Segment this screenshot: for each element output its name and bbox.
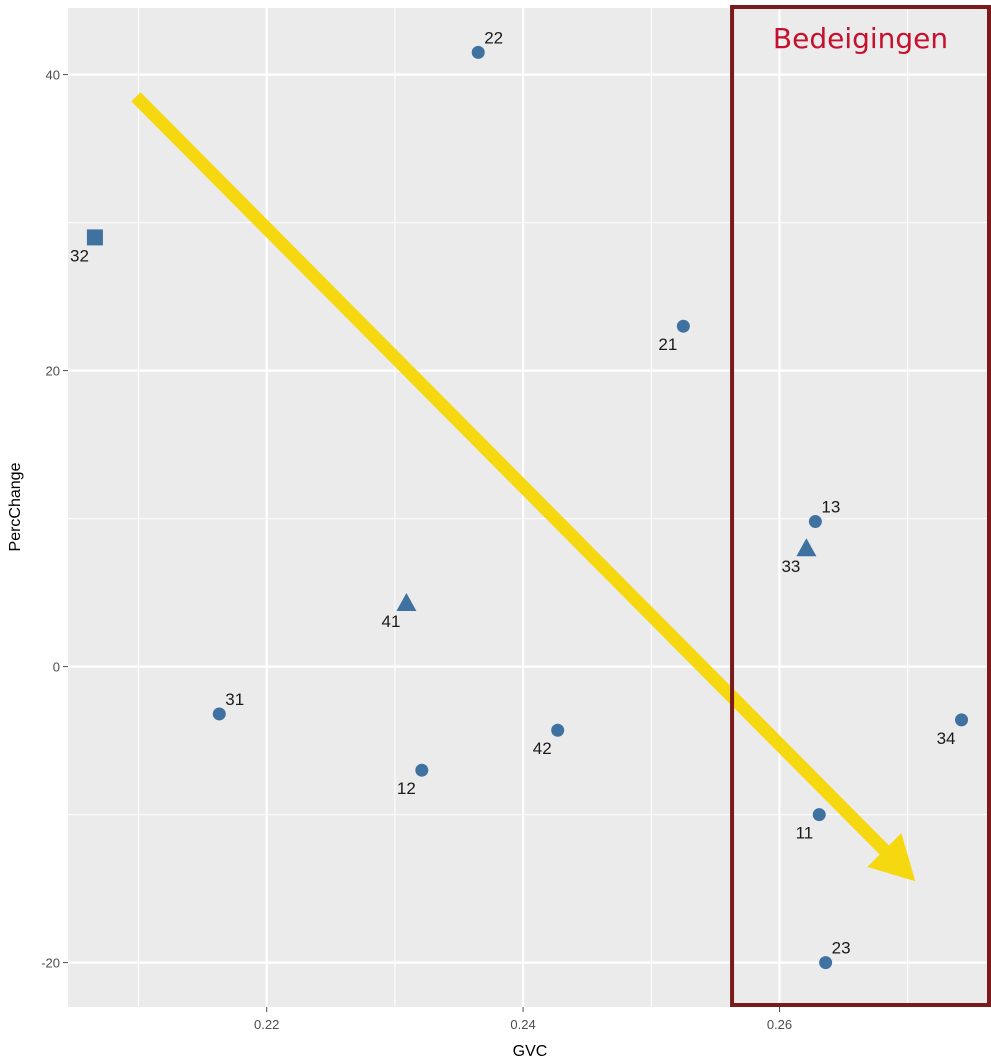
y-axis: -20 0 20 40: [41, 68, 68, 971]
data-point-label: 41: [382, 612, 401, 631]
data-point-triangle: [396, 592, 417, 611]
data-point-label: 13: [821, 498, 840, 517]
data-point-circle: [471, 45, 485, 59]
data-point-square: [86, 229, 103, 246]
major-grid: [68, 8, 991, 1007]
data-points: [86, 45, 969, 970]
minor-grid: [68, 8, 991, 1007]
x-tick-label: 0.26: [767, 1017, 792, 1032]
data-point-label: 32: [70, 246, 89, 265]
data-point-label: 22: [484, 28, 503, 47]
plot-panel: [68, 8, 991, 1007]
data-point-label: 42: [533, 739, 552, 758]
y-tick-label: 40: [46, 68, 60, 83]
highlight-box-label: Bedeigingen: [773, 22, 948, 55]
y-axis-title: PercChange: [7, 462, 24, 551]
trend-arrow-head: [867, 833, 916, 882]
data-point-labels: 22 32 21 13 33 41 31 42 34 12 11 23: [70, 28, 956, 957]
trend-arrow-shaft: [131, 92, 891, 856]
data-point-label: 21: [658, 335, 677, 354]
data-point-label: 11: [796, 824, 814, 843]
data-point-circle: [812, 808, 826, 822]
data-point-label: 23: [832, 939, 851, 958]
x-tick-label: 0.24: [510, 1017, 535, 1032]
data-point-circle: [551, 723, 565, 737]
data-point-circle: [808, 515, 822, 529]
data-point-circle: [955, 713, 969, 727]
highlight-box: [730, 5, 991, 1007]
data-point-label: 12: [397, 779, 416, 798]
x-tick-label: 0.22: [254, 1017, 279, 1032]
y-tick-label: 20: [46, 364, 60, 379]
data-point-label: 31: [225, 690, 244, 709]
data-point-triangle: [796, 538, 817, 557]
y-tick-label: 0: [53, 660, 60, 675]
data-point-circle: [212, 707, 226, 721]
trend-arrow: [131, 92, 916, 882]
y-tick-label: -20: [41, 956, 60, 971]
x-axis: 0.22 0.24 0.26: [254, 1007, 792, 1032]
data-point-label: 34: [937, 729, 956, 748]
data-point-label: 33: [781, 557, 800, 576]
data-point-circle: [819, 956, 833, 970]
data-point-circle: [676, 319, 690, 333]
x-axis-title: GVC: [513, 1043, 548, 1060]
data-point-circle: [415, 763, 429, 777]
